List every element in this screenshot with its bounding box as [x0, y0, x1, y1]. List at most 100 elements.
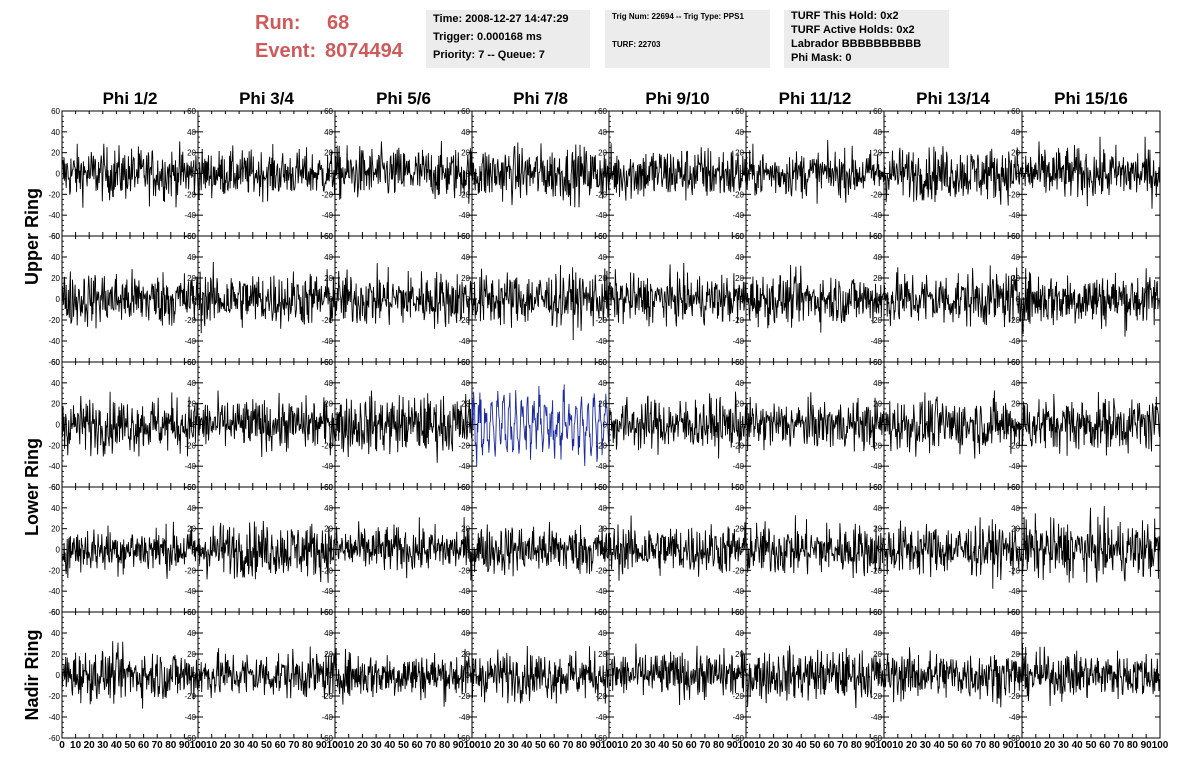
waveform-trace: [197, 390, 336, 458]
y-tick-label: 20: [598, 650, 607, 659]
x-tick-label: 10: [754, 740, 766, 751]
column-header: Phi 13/14: [916, 89, 990, 108]
y-tick-label: -40: [184, 337, 196, 346]
y-tick-label: 60: [873, 358, 882, 367]
y-tick-label: -20: [870, 190, 882, 199]
x-tick-label: 80: [165, 740, 177, 751]
y-tick-label: 60: [187, 483, 196, 492]
y-tick-label: 20: [735, 525, 744, 534]
y-tick-label: 60: [324, 608, 333, 617]
y-tick-label: -40: [732, 211, 744, 220]
x-tick-label: 70: [1113, 740, 1125, 751]
y-tick-label: -20: [458, 441, 470, 450]
x-tick-label: 70: [975, 740, 987, 751]
y-tick-label: 20: [461, 274, 470, 283]
y-tick-label: -20: [732, 566, 744, 575]
y-tick-label: 20: [461, 149, 470, 158]
y-tick-label: 40: [187, 253, 196, 262]
x-tick-label: 100: [190, 740, 207, 751]
y-tick-label: 40: [873, 504, 882, 513]
x-tick-label: 90: [179, 740, 191, 751]
y-tick-label: -20: [48, 692, 60, 701]
y-tick-label: 40: [51, 504, 60, 513]
x-tick-label: 0: [469, 740, 475, 751]
y-tick-label: 40: [735, 253, 744, 262]
y-tick-label: -20: [732, 316, 744, 325]
y-tick-label: 60: [735, 107, 744, 116]
y-tick-label: 0: [878, 170, 883, 179]
x-tick-label: 50: [535, 740, 547, 751]
y-tick-label: 20: [598, 274, 607, 283]
y-tick-label: -20: [458, 692, 470, 701]
y-tick-label: -20: [184, 566, 196, 575]
x-tick-label: 90: [865, 740, 877, 751]
y-tick-label: 20: [324, 149, 333, 158]
y-tick-label: 60: [598, 232, 607, 241]
x-tick-label: 40: [658, 740, 670, 751]
x-tick-label: 30: [645, 740, 657, 751]
x-tick-label: 100: [1152, 740, 1169, 751]
x-tick-label: 80: [851, 740, 863, 751]
y-tick-label: -60: [595, 734, 607, 743]
x-tick-label: 70: [837, 740, 849, 751]
x-tick-label: 10: [1030, 740, 1042, 751]
column-header: Phi 1/2: [103, 89, 158, 108]
y-tick-label: 0: [466, 421, 471, 430]
y-tick-label: -40: [48, 211, 60, 220]
y-tick-label: 20: [1011, 274, 1020, 283]
y-tick-label: 40: [187, 128, 196, 137]
y-tick-label: -40: [595, 211, 607, 220]
y-tick-label: 60: [598, 608, 607, 617]
y-tick-label: 60: [735, 608, 744, 617]
y-tick-label: 40: [735, 379, 744, 388]
y-tick-label: 40: [324, 504, 333, 513]
y-tick-label: 20: [1011, 400, 1020, 409]
waveform-trace: [608, 391, 747, 459]
y-tick-label: -20: [1008, 566, 1020, 575]
y-tick-label: -20: [595, 692, 607, 701]
y-tick-label: -40: [321, 337, 333, 346]
x-tick-label: 80: [439, 740, 451, 751]
y-tick-label: 0: [603, 671, 608, 680]
ring-label: Nadir Ring: [22, 629, 42, 720]
x-tick-label: 60: [549, 740, 561, 751]
y-tick-label: 20: [461, 400, 470, 409]
y-tick-label: -40: [184, 211, 196, 220]
x-tick-label: 0: [332, 740, 338, 751]
y-tick-label: 60: [461, 107, 470, 116]
y-tick-label: 20: [187, 274, 196, 283]
x-tick-label: 90: [1003, 740, 1015, 751]
x-tick-label: 60: [961, 740, 973, 751]
y-tick-label: 0: [466, 170, 471, 179]
y-tick-label: -60: [48, 734, 60, 743]
waveform-trace: [745, 645, 885, 709]
panel-frame: [61, 235, 199, 363]
column-header: Phi 5/6: [376, 89, 431, 108]
y-tick-label: -40: [595, 713, 607, 722]
x-tick-label: 100: [464, 740, 481, 751]
y-tick-label: -40: [1008, 337, 1020, 346]
y-tick-label: 20: [873, 650, 882, 659]
x-tick-label: 50: [398, 740, 410, 751]
y-tick-label: -20: [321, 566, 333, 575]
ring-label: Lower Ring: [22, 438, 42, 536]
y-tick-label: 40: [187, 504, 196, 513]
y-tick-label: 0: [1016, 295, 1021, 304]
waveform-trace: [883, 390, 1023, 459]
y-tick-label: 20: [873, 149, 882, 158]
y-tick-label: -20: [595, 566, 607, 575]
y-tick-label: -40: [870, 713, 882, 722]
y-tick-label: -40: [732, 462, 744, 471]
y-tick-label: 60: [873, 107, 882, 116]
y-tick-label: -20: [870, 316, 882, 325]
y-tick-label: 60: [1011, 107, 1020, 116]
y-tick-label: -20: [595, 316, 607, 325]
y-tick-label: 60: [1011, 232, 1020, 241]
x-tick-label: 40: [1072, 740, 1084, 751]
waveform-trace: [1021, 506, 1161, 583]
ring-label: Upper Ring: [22, 188, 42, 285]
y-tick-label: 40: [735, 629, 744, 638]
y-tick-label: -20: [458, 316, 470, 325]
y-tick-label: 60: [873, 232, 882, 241]
y-tick-label: -40: [184, 713, 196, 722]
